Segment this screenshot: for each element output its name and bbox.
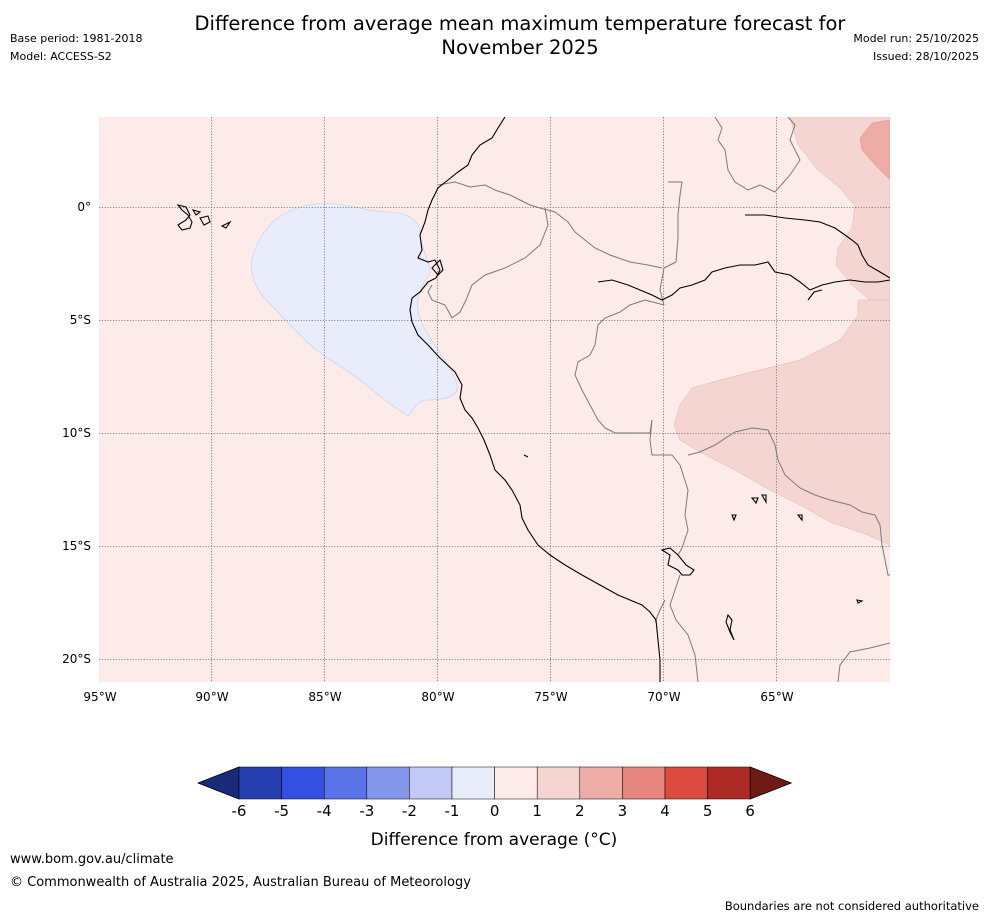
meta-right: Model run: 25/10/2025 Issued: 28/10/2025 xyxy=(853,30,979,66)
amazon-river xyxy=(597,261,890,301)
base-period: Base period: 1981-2018 xyxy=(10,32,143,45)
border-ecuador-peru xyxy=(427,207,549,319)
lake-poopo xyxy=(725,613,735,641)
longitude-labels: 95°W 90°W 85°W 80°W 75°W 70°W 65°W xyxy=(83,690,793,704)
gulf-of-guayaquil xyxy=(431,258,444,276)
model-name: Model: ACCESS-S2 xyxy=(10,50,112,63)
border-peru-brazil xyxy=(574,299,665,434)
lon-label-65w: 65°W xyxy=(760,690,793,704)
colorbar-cells xyxy=(196,766,793,800)
colorbar-tick-label: 4 xyxy=(660,802,670,820)
lon-label-70w: 70°W xyxy=(647,690,680,704)
anomaly-1-to-2-region-east xyxy=(673,299,890,546)
title-line-1: Difference from average mean maximum tem… xyxy=(194,12,846,35)
galapagos-santiago xyxy=(191,209,202,216)
border-bolivia-brazil xyxy=(687,427,890,576)
lake-titicaca xyxy=(660,547,695,576)
colorbar-extend-high xyxy=(749,766,793,800)
lake-small-4 xyxy=(796,514,803,522)
title-line-2: November 2025 xyxy=(441,36,599,59)
footer-copyright: © Commonwealth of Australia 2025, Austra… xyxy=(10,875,471,890)
lon-label-95w: 95°W xyxy=(83,690,116,704)
lake-small-1 xyxy=(731,514,737,522)
colorbar-cell xyxy=(366,766,410,800)
colorbar-tick-label: -3 xyxy=(359,802,374,820)
colorbar-cell xyxy=(451,766,495,800)
border-colombia-venezuela xyxy=(714,117,801,193)
lon-label-75w: 75°W xyxy=(534,690,567,704)
colorbar-label: Difference from average (°C) xyxy=(371,830,618,850)
colorbar-extend-low xyxy=(196,766,240,800)
colorbar-cell xyxy=(238,766,282,800)
anomaly-2-to-3-region xyxy=(859,119,890,181)
border-peru-bolivia xyxy=(649,419,689,556)
river-small-7 xyxy=(523,454,529,458)
colorbar-tick-label: -6 xyxy=(232,802,247,820)
lake-small-5 xyxy=(856,599,864,604)
colorbar-tick-label: 0 xyxy=(490,802,500,820)
lat-label-0: 0° xyxy=(77,200,91,214)
country-borders xyxy=(427,117,890,682)
colorbar-tick-label: -5 xyxy=(274,802,289,820)
colorbar-ticks: -6 -5 -4 -3 -2 -1 0 1 2 3 4 5 6 xyxy=(232,802,755,820)
galapagos-santa-cruz xyxy=(199,215,211,226)
latitude-labels: 0° 5°S 10°S 15°S 20°S xyxy=(62,200,91,666)
lon-label-80w: 80°W xyxy=(421,690,454,704)
colorbar-tick-label: -1 xyxy=(445,802,460,820)
colorbar-cell xyxy=(281,766,325,800)
colorbar-cell xyxy=(536,766,581,800)
colorbar-tick-label: 5 xyxy=(703,802,713,820)
meta-left: Base period: 1981-2018 Model: ACCESS-S2 xyxy=(10,30,142,66)
anomaly-1-to-2-region-north xyxy=(789,117,890,301)
border-bolivia-chile xyxy=(669,574,699,682)
border-colombia-ecuador-peru xyxy=(437,181,663,269)
colorbar-cell xyxy=(664,766,708,800)
border-colombia-brazil xyxy=(659,181,683,306)
lat-label-5s: 5°S xyxy=(70,313,91,327)
river-small-6 xyxy=(807,289,823,301)
colorbar-tick-label: 2 xyxy=(575,802,585,820)
galapagos-san-cristobal xyxy=(220,220,232,229)
border-bolivia-paraguay xyxy=(837,642,890,682)
colorbar-tick-label: 6 xyxy=(745,802,755,820)
lake-small-2 xyxy=(750,497,759,505)
colorbar-cell xyxy=(409,766,453,800)
footer-url: www.bom.gov.au/climate xyxy=(10,852,174,867)
issued-date: Issued: 28/10/2025 xyxy=(872,50,979,63)
lat-label-20s: 20°S xyxy=(62,652,91,666)
coastlines xyxy=(176,117,890,682)
anomaly-minus1-to-0-region xyxy=(251,202,459,417)
map-title: Difference from average mean maximum tem… xyxy=(0,12,988,60)
coastline-pacific xyxy=(409,117,661,682)
colorbar-cell xyxy=(323,766,368,800)
lat-label-15s: 15°S xyxy=(62,539,91,553)
colorbar-cell xyxy=(622,766,666,800)
rio-negro xyxy=(745,214,890,279)
colorbar-tick-label: -4 xyxy=(317,802,332,820)
colorbar-cell xyxy=(579,766,623,800)
graticule xyxy=(99,117,890,682)
lat-label-10s: 10°S xyxy=(62,426,91,440)
colorbar-tick-label: -2 xyxy=(402,802,417,820)
colorbar-cell xyxy=(707,766,751,800)
footer-note: Boundaries are not considered authoritat… xyxy=(724,899,979,913)
colorbar-cell xyxy=(494,766,538,800)
lon-label-90w: 90°W xyxy=(195,690,228,704)
colorbar: -6 -5 -4 -3 -2 -1 0 1 2 3 4 5 6 Difference from aver… xyxy=(196,766,793,850)
model-run: Model run: 25/10/2025 xyxy=(853,32,979,45)
border-peru-chile xyxy=(654,599,666,623)
map-area xyxy=(99,117,890,682)
galapagos-isabela xyxy=(176,204,193,231)
colorbar-tick-label: 3 xyxy=(618,802,628,820)
colorbar-tick-label: 1 xyxy=(532,802,542,820)
lake-small-3 xyxy=(761,494,767,505)
lon-label-85w: 85°W xyxy=(308,690,341,704)
